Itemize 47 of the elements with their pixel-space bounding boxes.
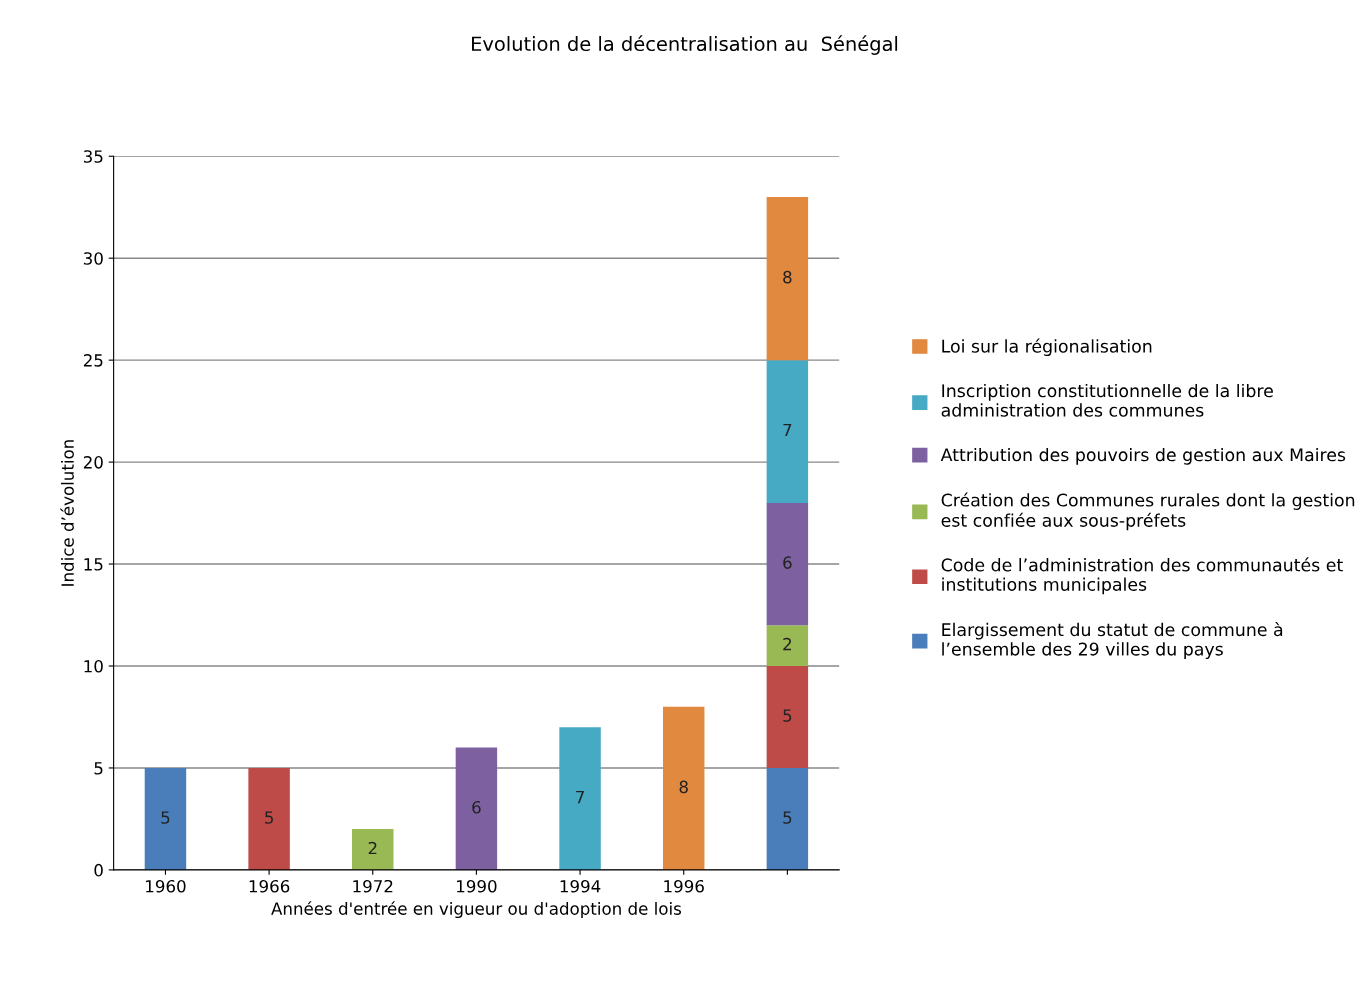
y-tick-label: 0: [94, 863, 103, 877]
y-tick-label: 35: [83, 150, 103, 163]
bar: [766, 767, 809, 870]
bar: [559, 727, 601, 870]
chart-title: Evolution de la décentralisation au Sénégal: [472, 35, 898, 55]
y-tick-label: 15: [84, 558, 103, 571]
data-label: 2: [368, 841, 377, 855]
bar: [352, 829, 394, 870]
data-label: 2: [783, 637, 791, 651]
data-label: 7: [576, 790, 584, 804]
bar: [144, 767, 187, 870]
bar: [662, 706, 705, 870]
data-label: 8: [679, 780, 688, 794]
bar: [766, 197, 809, 361]
x-tick-label: 1972: [353, 879, 393, 893]
legend-label: Inscription constitutionnelle de la libre administration des communes: [941, 383, 1273, 417]
bar: [766, 360, 809, 503]
y-tick-label: 25: [83, 354, 103, 367]
data-label: 6: [783, 556, 792, 569]
x-tick-label: 1994: [560, 879, 601, 893]
bar: [766, 666, 809, 768]
bar: [766, 502, 809, 626]
bar: [248, 767, 290, 870]
y-tick-label: 10: [84, 659, 103, 673]
x-tick-label: 1990: [457, 879, 497, 893]
y-tick-label: 5: [94, 762, 103, 775]
legend-label: Attribution des pouvoirs de gestion aux Maires: [940, 447, 1346, 465]
legend-label: Code de l’administration des communautés et institutions municipales: [941, 557, 1343, 595]
bar: [766, 625, 809, 666]
data-label: 5: [783, 811, 792, 824]
data-label: 5: [161, 811, 170, 824]
x-tick-label: 1966: [249, 879, 290, 893]
legend-label: Loi sur la régionalisation: [942, 338, 1152, 357]
data-label: 6: [472, 800, 481, 814]
legend-label: Création des Communes rurales dont la gestion est confiée aux sous-préfets: [941, 492, 1355, 531]
data-label: 7: [783, 423, 792, 437]
y-axis-title: Indice d’évolution: [60, 440, 74, 586]
bar: [455, 747, 498, 870]
x-tick-label: 1996: [664, 879, 704, 893]
y-tick-label: 20: [83, 456, 103, 469]
x-tick-label: 1960: [146, 879, 186, 893]
data-label: 5: [783, 709, 792, 722]
data-label: 5: [265, 811, 273, 824]
data-label: 8: [783, 270, 792, 284]
x-axis-title: Années d'entrée en vigueur ou d'adoption de lois: [271, 901, 681, 919]
y-tick-label: 30: [83, 252, 103, 265]
legend-label: Elargissement du statut de commune à l’ensemble des 29 villes du pays: [942, 622, 1283, 659]
